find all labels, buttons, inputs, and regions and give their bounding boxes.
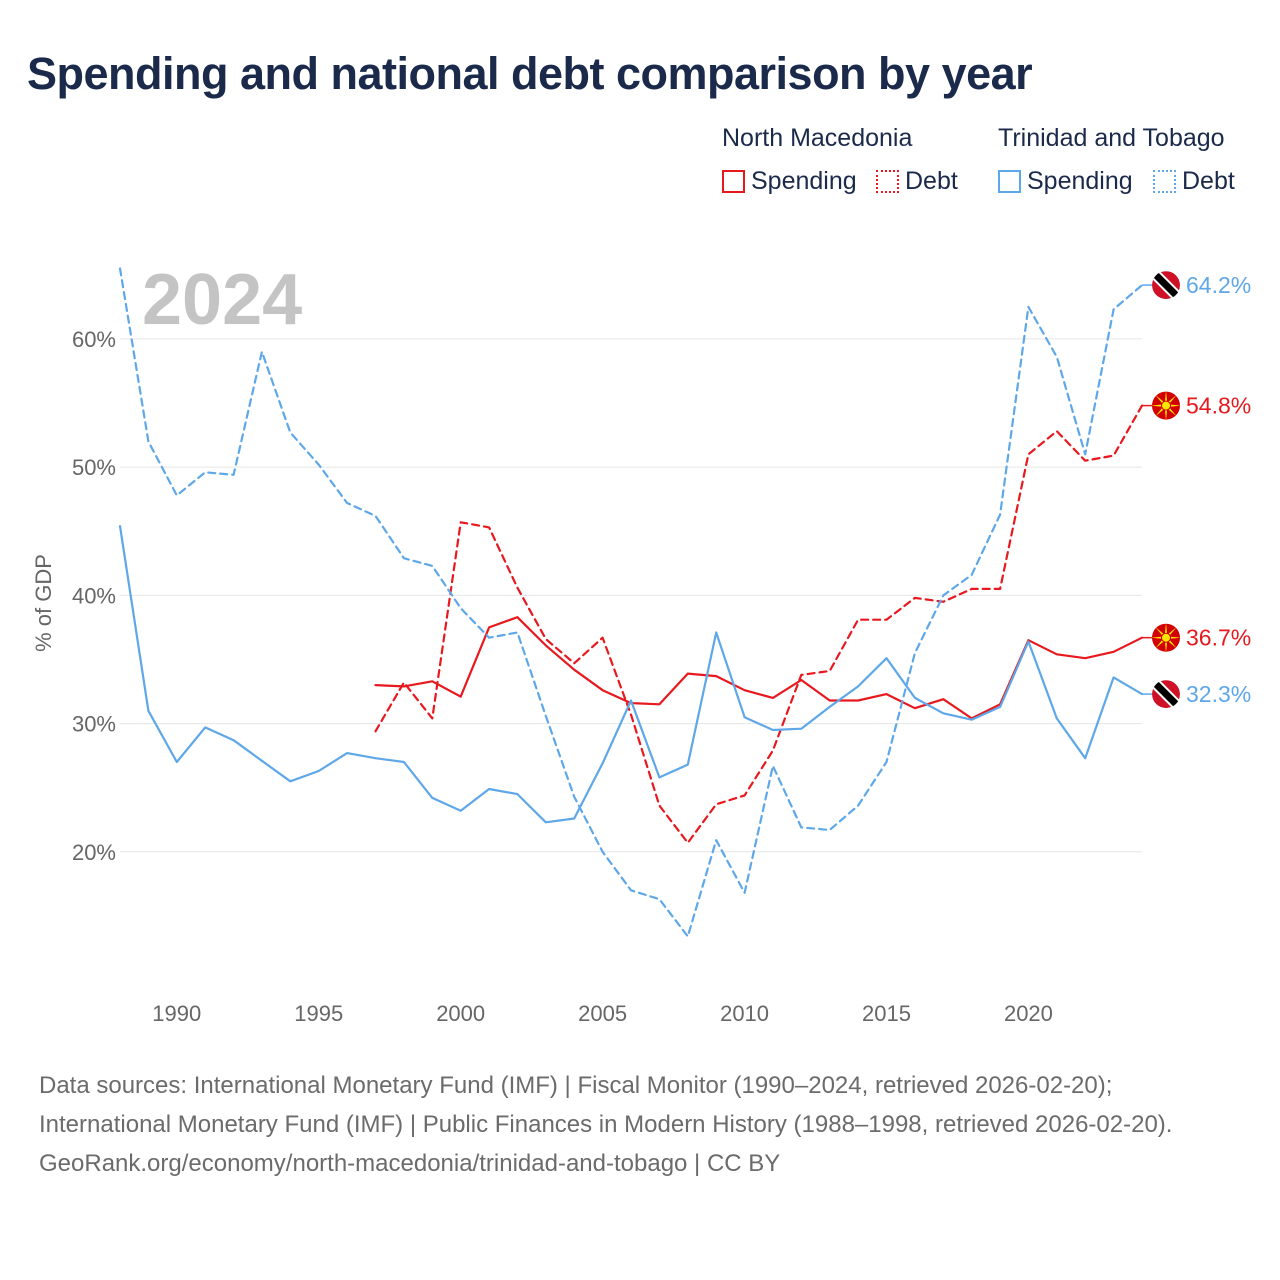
credit-link[interactable]: GeoRank.org/economy/north-macedonia/trin…	[39, 1150, 781, 1177]
y-tick-label: 30%	[72, 712, 116, 737]
end-value-label: 64.2%	[1186, 272, 1251, 298]
legend-swatch-solid-blue	[998, 169, 1021, 193]
x-tick-label: 2010	[720, 1001, 769, 1026]
legend-item-trinidad-and-tobago-debt[interactable]: Debt	[1153, 166, 1235, 196]
y-tick-label: 50%	[72, 455, 116, 480]
series-line-north-macedonia-debt[interactable]	[374, 404, 1144, 844]
trinidad-and-tobago-flag-icon	[1152, 271, 1180, 300]
x-tick-label: 2020	[1004, 1001, 1053, 1026]
series-line-trinidad-and-tobago-debt[interactable]	[118, 267, 1144, 938]
north-macedonia-flag-icon	[1151, 390, 1181, 421]
series-lines	[118, 267, 1144, 938]
north-macedonia-flag-icon	[1151, 622, 1181, 653]
x-tick-label: 2000	[436, 1001, 485, 1026]
line-chart: 20% 30% 40% 50% 60% 1990 1995 2000 2005 2010 2015…	[31, 260, 1251, 1026]
legend-group-trinidad-and-tobago: Trinidad and Tobago	[998, 124, 1225, 152]
gridlines	[120, 338, 1142, 853]
data-sources: Data sources: International Monetary Fun…	[39, 1072, 1173, 1138]
legend-item-north-macedonia-debt[interactable]: Debt	[876, 166, 958, 196]
footer: Data sources: International Monetary Fun…	[39, 1066, 1239, 1183]
legend-label: Spending	[1027, 166, 1133, 195]
end-value-label: 32.3%	[1186, 681, 1251, 707]
series-line-north-macedonia-spending[interactable]	[374, 616, 1144, 720]
end-markers: 36.7% 54.8% 32.3% 64.2%	[1142, 271, 1251, 709]
year-label: 2024	[142, 260, 302, 340]
end-value-label: 54.8%	[1186, 393, 1251, 419]
end-value-label: 36.7%	[1186, 625, 1251, 651]
x-tick-label: 1995	[294, 1001, 343, 1026]
x-axis-ticks: 1990 1995 2000 2005 2010 2015 2020	[152, 1001, 1053, 1026]
y-tick-label: 60%	[72, 327, 116, 352]
legend-item-north-macedonia-spending[interactable]: Spending	[722, 166, 857, 196]
y-tick-label: 20%	[72, 840, 116, 865]
series-line-trinidad-and-tobago-spending[interactable]	[118, 524, 1144, 824]
x-tick-label: 2015	[862, 1001, 911, 1026]
legend-label: Spending	[751, 166, 857, 195]
chart-title: Spending and national debt comparison by…	[27, 48, 1033, 99]
trinidad-and-tobago-flag-icon	[1152, 680, 1180, 709]
legend-swatch-dotted-blue	[1153, 169, 1176, 193]
y-axis-ticks: 20% 30% 40% 50% 60%	[72, 327, 116, 865]
x-tick-label: 1990	[152, 1001, 201, 1026]
x-tick-label: 2005	[578, 1001, 627, 1026]
legend-item-trinidad-and-tobago-spending[interactable]: Spending	[998, 166, 1133, 196]
legend-swatch-solid-red	[722, 169, 745, 193]
y-tick-label: 40%	[72, 583, 116, 608]
y-axis-title: % of GDP	[31, 554, 56, 652]
legend-label: Debt	[905, 166, 958, 195]
legend-label: Debt	[1182, 166, 1235, 195]
legend-swatch-dotted-red	[876, 169, 899, 193]
legend-group-north-macedonia: North Macedonia	[722, 124, 913, 152]
